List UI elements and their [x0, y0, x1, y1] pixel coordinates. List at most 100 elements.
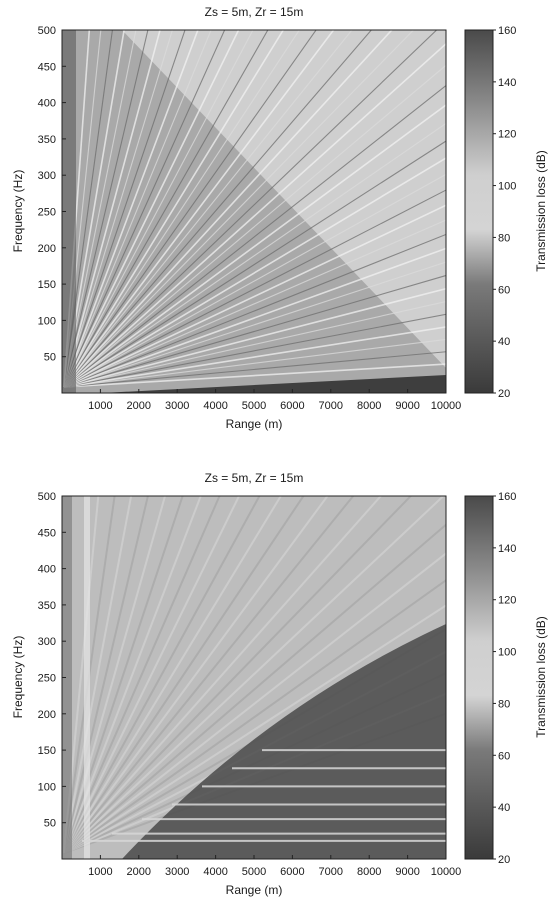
colorbar-tick-label: 20	[498, 388, 510, 400]
x-tick-label: 10000	[431, 866, 462, 878]
x-tick-label: 4000	[203, 400, 227, 412]
x-tick-label: 4000	[203, 866, 227, 878]
striation	[63, 30, 254, 388]
y-tick-label: 500	[38, 491, 56, 503]
y-tick-label: 400	[38, 98, 56, 110]
x-tick-label: 1000	[88, 400, 112, 412]
x-tick-label: 10000	[431, 400, 462, 412]
striation	[63, 30, 173, 388]
colorbar-tick-label: 40	[498, 336, 510, 348]
striation	[63, 496, 445, 854]
y-tick-label: 150	[38, 279, 56, 291]
y-axis: 50 100 150 200 250 300 350 400 450 500	[38, 491, 66, 830]
colorbar-tick-label: 140	[498, 77, 516, 89]
x-tick-label: 9000	[395, 400, 419, 412]
colorbar-tick-label: 160	[498, 25, 516, 37]
heatmap-field	[62, 496, 446, 859]
chart-panel-top: Zs = 5m, Zr = 15m 1000 2000 3000 4000 5000 60…	[0, 0, 553, 440]
striation	[63, 64, 446, 388]
striation	[63, 274, 446, 388]
y-tick-label: 150	[38, 745, 56, 757]
striation	[63, 30, 335, 388]
striation	[63, 103, 446, 388]
striation	[63, 42, 446, 388]
y-tick-label: 200	[38, 243, 56, 255]
x-axis: 1000 2000 3000 4000 5000 6000 7000 8000 9000 1000…	[88, 855, 461, 878]
x-tick-label: 5000	[242, 866, 266, 878]
striation	[63, 496, 329, 854]
striation	[63, 30, 285, 388]
colorbar-label: Transmission loss (dB)	[534, 150, 548, 272]
striation	[63, 204, 446, 388]
colorbar-ticks: 20 40 60 80 100 120 140 160	[493, 25, 516, 400]
y-tick-label: 200	[38, 709, 56, 721]
striation	[63, 496, 355, 854]
y-tick-label: 500	[38, 25, 56, 37]
y-tick-label: 400	[38, 564, 56, 576]
striation	[63, 313, 446, 388]
striation	[63, 338, 446, 388]
striation	[63, 140, 446, 388]
x-tick-label: 2000	[127, 866, 151, 878]
field-near-source-band	[84, 496, 90, 859]
striation	[63, 30, 373, 388]
striation	[63, 496, 383, 854]
y-tick-label: 100	[38, 315, 56, 327]
striation	[63, 351, 446, 388]
colorbar-tick-label: 100	[498, 647, 516, 659]
striation	[63, 301, 446, 388]
field-near-source	[62, 496, 72, 859]
x-tick-label: 7000	[319, 866, 343, 878]
x-tick-label: 6000	[280, 866, 304, 878]
striation	[63, 30, 212, 388]
y-tick-label: 350	[38, 134, 56, 146]
striation	[63, 30, 269, 388]
y-tick-label: 250	[38, 207, 56, 219]
striation	[63, 604, 446, 854]
y-tick-label: 300	[38, 170, 56, 182]
y-tick-label: 300	[38, 636, 56, 648]
x-axis-label: Range (m)	[226, 883, 283, 897]
colorbar-tick-label: 100	[498, 181, 516, 193]
x-tick-label: 7000	[319, 400, 343, 412]
striation	[63, 122, 446, 388]
striation	[63, 326, 446, 388]
striation	[63, 30, 438, 388]
x-axis-label: Range (m)	[226, 417, 283, 431]
chart-svg-bottom: Zs = 5m, Zr = 15m 1000 2000 3000 4000 5000 60…	[11, 471, 548, 897]
striation	[63, 30, 317, 388]
striation	[63, 496, 221, 854]
chart-panel-bottom: Zs = 5m, Zr = 15m 1000 2000 3000 4000 5000 60…	[0, 466, 553, 906]
striation	[63, 496, 184, 854]
y-tick-label: 50	[44, 818, 56, 830]
x-tick-label: 9000	[395, 866, 419, 878]
y-tick-label: 100	[38, 781, 56, 793]
x-tick-label: 2000	[127, 400, 151, 412]
field-near-source	[62, 30, 76, 393]
striation	[63, 496, 413, 854]
striation	[63, 30, 353, 388]
x-tick-label: 3000	[165, 866, 189, 878]
colorbar-ticks: 20 40 60 80 100 120 140 160	[493, 491, 516, 866]
y-tick-label: 250	[38, 673, 56, 685]
striation	[63, 496, 149, 854]
striation	[63, 219, 446, 388]
striation	[63, 30, 125, 388]
colorbar-tick-label: 20	[498, 854, 510, 866]
striation	[63, 247, 446, 388]
striation	[63, 157, 446, 388]
striation	[63, 30, 199, 388]
striation	[63, 30, 240, 388]
striation	[63, 287, 446, 388]
field-low-freq-strip	[102, 375, 446, 393]
y-axis: 50 100 150 200 250 300 350 400 450 500	[38, 25, 66, 364]
colorbar-tick-label: 80	[498, 698, 510, 710]
colorbar-tick-label: 60	[498, 284, 510, 296]
striation	[63, 30, 226, 388]
striation	[63, 496, 282, 854]
field-wash	[122, 30, 446, 368]
striation	[63, 233, 446, 388]
y-tick-label: 450	[38, 61, 56, 73]
colorbar-tick-label: 60	[498, 750, 510, 762]
y-tick-label: 50	[44, 352, 56, 364]
